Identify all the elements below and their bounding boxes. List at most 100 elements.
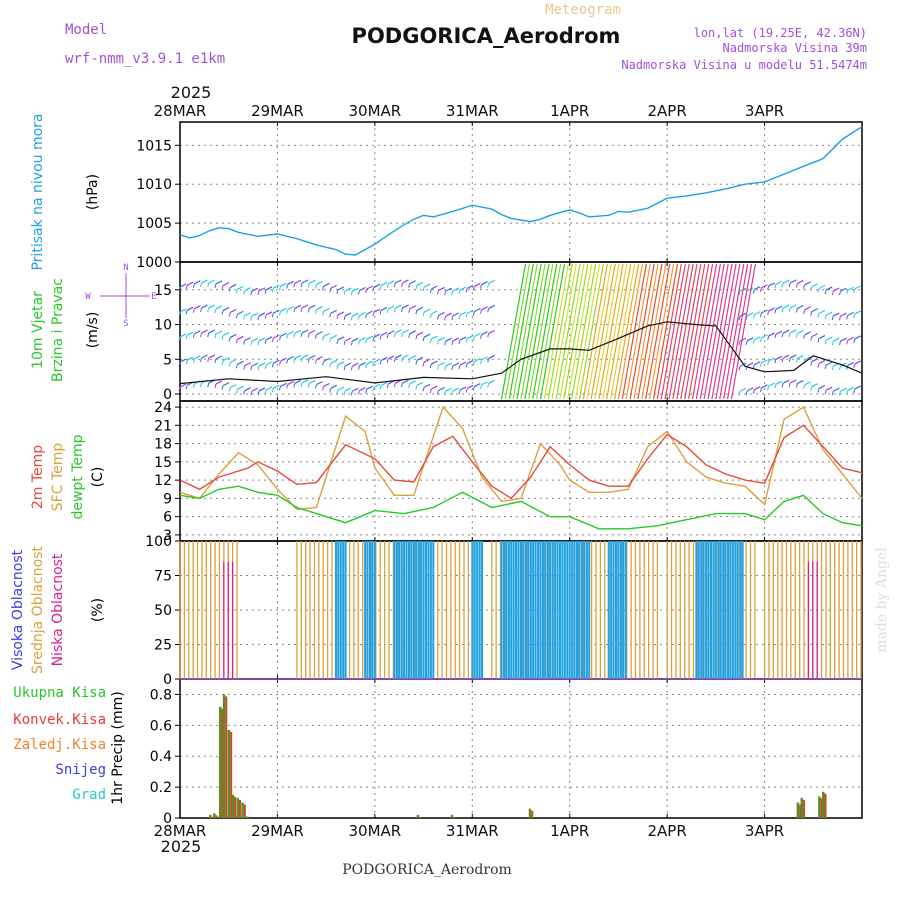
wind-arrow xyxy=(185,360,188,365)
wind-arrow xyxy=(774,384,777,389)
wind-arrow xyxy=(257,340,260,346)
wind-arrow xyxy=(393,282,396,288)
wind-arrow xyxy=(264,364,267,369)
wind-arrow xyxy=(308,379,316,384)
wind-arrow xyxy=(330,309,338,314)
wind-arrow xyxy=(472,361,475,366)
year-top-label: 2025 xyxy=(171,83,212,102)
temp-2m-label: 2m Temp xyxy=(30,445,46,509)
wind-arrow xyxy=(452,287,460,292)
wind-arrow xyxy=(838,391,841,396)
wind-arrow xyxy=(466,309,474,314)
wind-arrow xyxy=(795,383,798,388)
wind-arrow xyxy=(436,290,439,295)
wind-arrow xyxy=(386,308,389,314)
wind-arrow xyxy=(474,357,481,363)
wind-arrow xyxy=(824,289,827,295)
y-tick-label: 0.2 xyxy=(150,780,172,796)
wind-arrow xyxy=(445,362,452,367)
dewpt-temp-line xyxy=(179,485,863,530)
wind-arrow xyxy=(352,287,359,292)
wind-arrow xyxy=(307,283,310,288)
wind-unit: (m/s) xyxy=(85,312,101,349)
wind-arrow xyxy=(395,304,402,309)
wind-arrow xyxy=(774,334,777,339)
wind-arrow xyxy=(738,391,741,396)
precip-bar-conv xyxy=(225,696,228,818)
wind-arrow xyxy=(488,279,495,284)
wind-arrow xyxy=(818,360,826,365)
wind-arrow xyxy=(846,315,849,320)
wind-arrow xyxy=(516,263,542,400)
wind-arrow xyxy=(402,329,409,334)
wind-arrow xyxy=(458,314,461,320)
wind-arrow xyxy=(366,385,373,390)
wind-arrow xyxy=(408,333,411,338)
wind-arrow xyxy=(387,305,395,310)
y-tick-label: 24 xyxy=(154,400,172,416)
precip-bar-conv xyxy=(215,815,218,818)
wind-arrow xyxy=(228,312,231,317)
wind-arrow xyxy=(221,310,224,315)
wind-arrow xyxy=(617,263,644,400)
wind-arrow xyxy=(373,333,381,338)
wind-arrow xyxy=(606,263,632,400)
wind-arrow xyxy=(200,282,203,288)
wind-arrow xyxy=(237,310,244,315)
wind-arrow xyxy=(352,337,359,342)
wind-arrow xyxy=(691,263,718,400)
wind-arrow xyxy=(322,336,325,341)
wind-arrow xyxy=(337,286,345,291)
wind-arrow xyxy=(215,330,223,335)
wind-arrow xyxy=(379,360,382,365)
wind-arrow xyxy=(466,284,474,289)
wind-arrow xyxy=(825,311,833,316)
wind-arrow xyxy=(273,359,280,364)
wind-arrow xyxy=(229,333,237,339)
wind-arrow xyxy=(235,364,238,369)
footer-label: PODGORICA_Aerodrom xyxy=(342,862,512,878)
wind-arrow xyxy=(251,287,259,292)
wind-arrow xyxy=(775,280,783,285)
wind-arrow xyxy=(301,354,309,359)
wind-arrow xyxy=(723,263,749,400)
wind-arrow xyxy=(451,390,454,396)
wind-arrow xyxy=(307,333,310,338)
wind-arrow xyxy=(833,337,840,342)
wind-arrow xyxy=(754,336,761,341)
wind-arrow xyxy=(459,311,467,316)
wind-arrow xyxy=(695,263,721,400)
wind-arrow xyxy=(699,263,725,400)
wind-arrow xyxy=(416,306,424,311)
wind-arrow xyxy=(466,359,474,364)
wind-arrow xyxy=(294,329,302,334)
wind-arrow xyxy=(365,389,368,394)
model-name: wrf-nmm_v3.9.1 e1km xyxy=(65,51,225,67)
wind-arrow xyxy=(436,390,439,395)
wind-arrow xyxy=(613,263,640,400)
wind-arrow xyxy=(746,312,754,317)
wind-arrow xyxy=(563,263,589,400)
wind-arrow xyxy=(559,263,585,400)
wind-arrow xyxy=(194,280,201,285)
x-tick-label-top: 3APR xyxy=(745,102,784,120)
wind-arrow xyxy=(221,360,224,365)
wind-arrow xyxy=(788,282,791,287)
wind-arrow xyxy=(408,283,411,288)
wind-arrow xyxy=(294,279,302,284)
wind-arrow xyxy=(824,365,827,370)
wind-arrow xyxy=(524,263,550,400)
wind-arrow xyxy=(438,361,445,367)
wind-arrow xyxy=(746,287,754,292)
x-tick-label-top: 30MAR xyxy=(348,102,401,120)
y-tick-label: 25 xyxy=(154,638,172,654)
y-tick-label: 0 xyxy=(163,387,172,403)
wind-arrow xyxy=(641,263,667,400)
wind-arrow xyxy=(739,337,747,342)
wind-arrow xyxy=(293,308,296,313)
wind-arrow xyxy=(379,310,382,315)
wind-arrow xyxy=(208,304,215,309)
wind-arrow xyxy=(316,306,323,311)
y-tick-label: 1000 xyxy=(136,255,172,271)
precip-bar xyxy=(450,814,454,818)
